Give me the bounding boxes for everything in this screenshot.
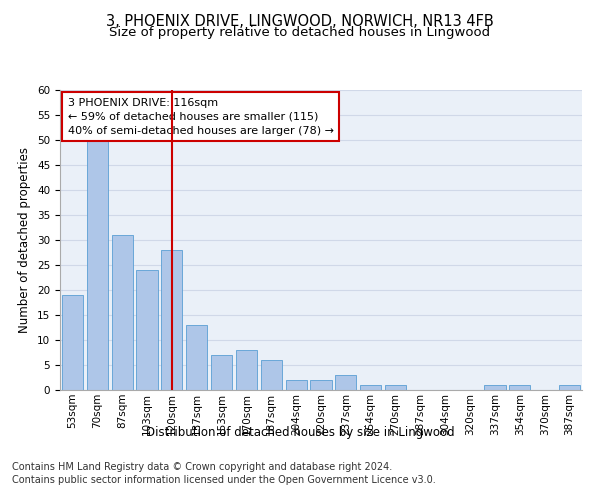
- Text: 3, PHOENIX DRIVE, LINGWOOD, NORWICH, NR13 4FB: 3, PHOENIX DRIVE, LINGWOOD, NORWICH, NR1…: [106, 14, 494, 29]
- Text: Distribution of detached houses by size in Lingwood: Distribution of detached houses by size …: [146, 426, 454, 439]
- Text: Size of property relative to detached houses in Lingwood: Size of property relative to detached ho…: [109, 26, 491, 39]
- Bar: [559, 385, 580, 390]
- Bar: [136, 270, 158, 390]
- Y-axis label: Number of detached properties: Number of detached properties: [19, 147, 31, 333]
- Bar: [261, 360, 282, 390]
- Bar: [112, 235, 133, 390]
- Bar: [310, 380, 332, 390]
- Bar: [161, 250, 182, 390]
- Bar: [509, 385, 530, 390]
- Text: Contains HM Land Registry data © Crown copyright and database right 2024.: Contains HM Land Registry data © Crown c…: [12, 462, 392, 472]
- Bar: [385, 385, 406, 390]
- Bar: [186, 325, 207, 390]
- Bar: [286, 380, 307, 390]
- Bar: [211, 355, 232, 390]
- Text: 3 PHOENIX DRIVE: 116sqm
← 59% of detached houses are smaller (115)
40% of semi-d: 3 PHOENIX DRIVE: 116sqm ← 59% of detache…: [68, 98, 334, 136]
- Bar: [484, 385, 506, 390]
- Bar: [62, 295, 83, 390]
- Bar: [360, 385, 381, 390]
- Bar: [335, 375, 356, 390]
- Bar: [236, 350, 257, 390]
- Text: Contains public sector information licensed under the Open Government Licence v3: Contains public sector information licen…: [12, 475, 436, 485]
- Bar: [87, 140, 108, 390]
